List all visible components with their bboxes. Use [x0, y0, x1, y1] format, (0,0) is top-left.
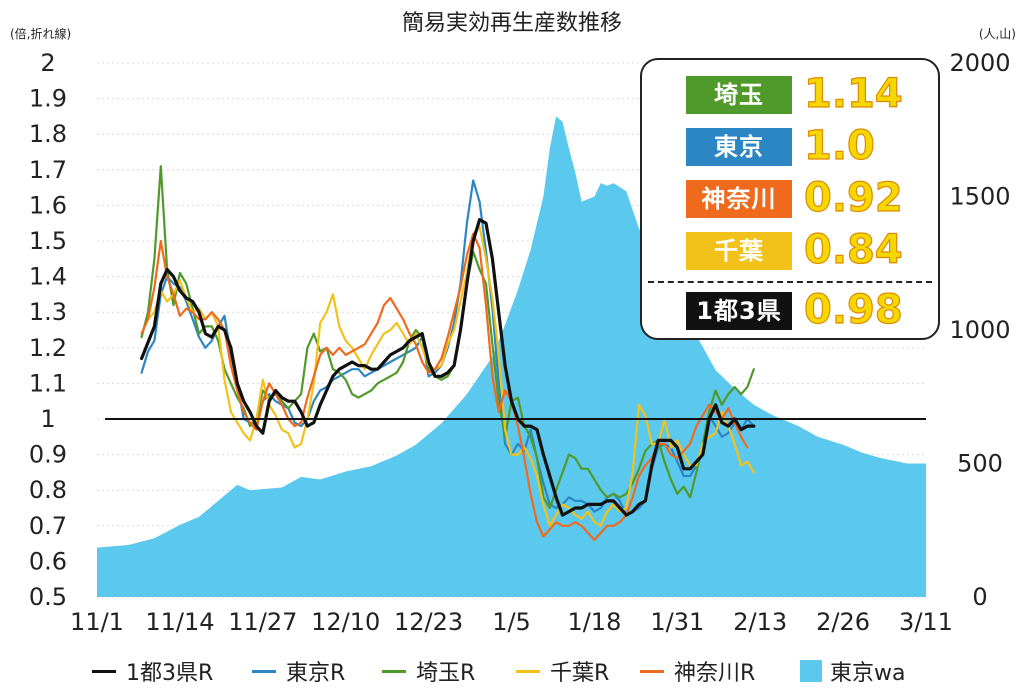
panel-value-chiba: 0.84	[803, 226, 903, 273]
right-axis-ticks: 0 500 1000 1500 2000	[949, 49, 1010, 611]
legend-label-tokyo-wa: 東京wa	[830, 661, 906, 686]
x-tick-label-11-14: 11/14	[145, 608, 214, 636]
left-tick-label-0-5: 0.5	[29, 583, 67, 611]
legend-swatch-chiba	[516, 669, 540, 673]
right-tick-label-1500: 1500	[949, 183, 1010, 211]
right-tick-label-500: 500	[957, 450, 1003, 478]
legend-label-tokyo: 東京R	[286, 661, 346, 686]
legend-swatch-total	[92, 669, 116, 673]
x-tick-label-11-27: 11/27	[228, 608, 297, 636]
panel-value-tokyo: 1.0	[803, 122, 875, 169]
x-tick-label-12-10: 12/10	[311, 608, 380, 636]
x-axis-ticks: 11/1 11/14 11/27 12/10 12/23 1/5 1/18 1/31 2/13 2…	[70, 608, 953, 636]
panel-value-saitama: 1.14	[803, 70, 903, 117]
x-tick-label-2-26: 2/26	[816, 608, 870, 636]
left-tick-label-2: 2	[40, 49, 55, 77]
series-line-0	[140, 218, 756, 517]
right-tick-label-2000: 2000	[949, 49, 1010, 77]
tokyo-wa-area	[97, 116, 926, 598]
left-tick-label-0-9: 0.9	[29, 441, 67, 469]
panel-badge-chiba: 千葉	[686, 232, 792, 270]
right-tick-label-0: 0	[972, 583, 987, 611]
panel-row-kanagawa: 神奈川 0.92	[642, 174, 938, 222]
legend-item-kanagawa: 神奈川R	[640, 656, 755, 686]
left-tick-label-1-3: 1.3	[29, 298, 67, 326]
left-tick-label-1-1: 1.1	[29, 369, 67, 397]
panel-badge-saitama: 埼玉	[686, 76, 792, 114]
left-tick-label-1-8: 1.8	[29, 120, 67, 148]
panel-badge-total: 1都3県	[686, 292, 792, 330]
tokyo-wa-area-layer	[97, 116, 926, 598]
left-tick-label-1-6: 1.6	[29, 191, 67, 219]
x-tick-label-2-13: 2/13	[733, 608, 787, 636]
legend-swatch-kanagawa	[640, 669, 664, 673]
series-line-3	[146, 225, 755, 527]
left-tick-label-1-2: 1.2	[29, 334, 67, 362]
x-tick-label-3-11: 3/11	[899, 608, 953, 636]
left-tick-label-1-7: 1.7	[29, 156, 67, 184]
panel-badge-tokyo: 東京	[686, 128, 792, 166]
x-tick-label-11-1: 11/1	[70, 608, 124, 636]
left-axis-ticks: 0.5 0.6 0.7 0.8 0.9 1 1.1 1.2 1.3 1.4 1.5 1.6 1.7 1.8…	[29, 49, 67, 611]
panel-value-total: 0.98	[803, 286, 903, 333]
legend-label-chiba: 千葉R	[550, 661, 610, 686]
right-axis-unit: (人,山)	[979, 27, 1016, 41]
latest-values-panel: 埼玉 1.14 東京 1.0 神奈川 0.92 千葉 0.84 1都3県 0.9…	[640, 58, 940, 340]
panel-row-chiba: 千葉 0.84	[642, 226, 938, 274]
series-line-4	[140, 232, 749, 542]
left-tick-label-1-5: 1.5	[29, 227, 67, 255]
legend-swatch-tokyo-wa	[800, 660, 822, 682]
chart-legend: 1都3県R 東京R 埼玉R 千葉R 神奈川R 東京wa	[0, 650, 1024, 690]
left-axis-unit: (倍,折れ線)	[10, 26, 71, 41]
legend-label-saitama: 埼玉R	[416, 661, 476, 686]
panel-row-tokyo: 東京 1.0	[642, 122, 938, 170]
panel-value-kanagawa: 0.92	[803, 174, 903, 221]
left-tick-label-1-9: 1.9	[29, 85, 67, 113]
legend-item-total: 1都3県R	[92, 656, 213, 686]
panel-badge-kanagawa: 神奈川	[686, 180, 792, 218]
left-tick-label-0-8: 0.8	[29, 476, 67, 504]
left-tick-label-1: 1	[40, 405, 55, 433]
legend-swatch-tokyo	[252, 669, 276, 673]
x-tick-label-12-23: 12/23	[394, 608, 463, 636]
chart-title: 簡易実効再生産数推移	[402, 11, 622, 36]
legend-item-tokyo: 東京R	[252, 656, 345, 686]
legend-label-total: 1都3県R	[126, 661, 214, 686]
left-tick-label-1-4: 1.4	[29, 263, 67, 291]
panel-row-total: 1都3県 0.98	[642, 286, 938, 334]
left-tick-label-0-7: 0.7	[29, 512, 67, 540]
left-tick-label-0-6: 0.6	[29, 547, 67, 575]
panel-divider	[648, 281, 932, 283]
legend-item-chiba: 千葉R	[516, 656, 609, 686]
panel-row-saitama: 埼玉 1.14	[642, 70, 938, 118]
right-tick-label-1000: 1000	[949, 316, 1010, 344]
legend-item-tokyo-wa: 東京wa	[800, 656, 905, 686]
x-tick-label-1-5: 1/5	[492, 608, 531, 636]
legend-item-saitama: 埼玉R	[382, 656, 475, 686]
x-tick-label-1-31: 1/31	[650, 608, 704, 636]
legend-label-kanagawa: 神奈川R	[674, 661, 756, 686]
legend-swatch-saitama	[382, 669, 406, 673]
x-tick-label-1-18: 1/18	[567, 608, 621, 636]
